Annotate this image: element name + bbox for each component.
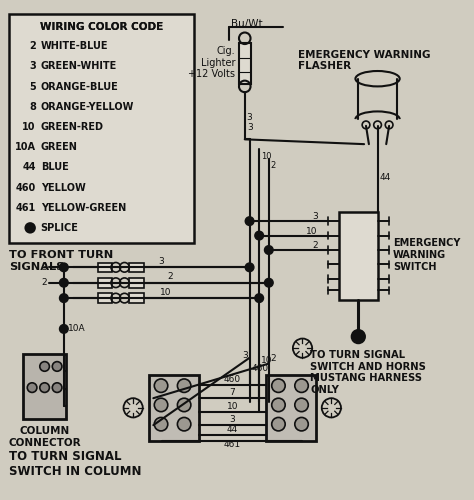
Text: WIRING COLOR CODE: WIRING COLOR CODE — [40, 22, 163, 32]
Text: 3: 3 — [242, 351, 247, 360]
Bar — [129, 294, 144, 303]
Circle shape — [272, 398, 285, 411]
Text: 2: 2 — [271, 162, 276, 170]
Circle shape — [52, 383, 62, 392]
Text: 10A: 10A — [68, 324, 85, 333]
Bar — [98, 294, 112, 303]
Circle shape — [60, 278, 68, 287]
Circle shape — [255, 231, 264, 240]
Text: 10: 10 — [22, 122, 36, 132]
Text: 2: 2 — [312, 242, 318, 250]
Circle shape — [295, 398, 308, 411]
Bar — [339, 212, 378, 300]
Circle shape — [295, 379, 308, 392]
Circle shape — [25, 223, 35, 232]
Text: GREEN-WHITE: GREEN-WHITE — [41, 62, 117, 72]
Text: YELLOW-GREEN: YELLOW-GREEN — [41, 203, 126, 213]
Bar — [239, 43, 251, 84]
Circle shape — [60, 324, 68, 333]
Circle shape — [177, 379, 191, 392]
Bar — [266, 375, 316, 440]
Circle shape — [264, 246, 273, 254]
Bar — [23, 354, 66, 420]
Bar — [98, 278, 112, 287]
Text: TO TURN SIGNAL
SWITCH AND HORNS
MUSTANG HARNESS
ONLY: TO TURN SIGNAL SWITCH AND HORNS MUSTANG … — [310, 350, 426, 395]
Text: 10: 10 — [160, 288, 172, 296]
Text: 10: 10 — [261, 356, 273, 365]
Text: 8: 8 — [29, 102, 36, 112]
Text: 3: 3 — [229, 415, 235, 424]
Text: 10: 10 — [306, 227, 318, 236]
Text: 460: 460 — [252, 364, 269, 372]
Circle shape — [272, 418, 285, 431]
Circle shape — [177, 418, 191, 431]
Circle shape — [177, 398, 191, 411]
Circle shape — [40, 362, 49, 372]
Text: 5: 5 — [29, 82, 36, 92]
Text: GREEN: GREEN — [41, 142, 78, 152]
Text: 44: 44 — [380, 173, 391, 182]
Circle shape — [60, 294, 68, 302]
Text: 2: 2 — [168, 272, 173, 281]
Text: COLUMN
CONNECTOR: COLUMN CONNECTOR — [8, 426, 81, 448]
Circle shape — [264, 278, 273, 287]
Text: Bu/Wt: Bu/Wt — [231, 19, 263, 29]
Text: 3: 3 — [247, 123, 254, 132]
Text: 2: 2 — [29, 41, 36, 51]
Circle shape — [255, 294, 264, 302]
Text: YELLOW: YELLOW — [41, 182, 85, 192]
Text: 461: 461 — [16, 203, 36, 213]
Text: 460: 460 — [16, 182, 36, 192]
Bar — [148, 375, 199, 440]
Circle shape — [40, 383, 49, 392]
Text: 2: 2 — [271, 354, 276, 363]
Bar — [129, 278, 144, 287]
Text: EMERGENCY
WARNING
SWITCH: EMERGENCY WARNING SWITCH — [393, 238, 460, 272]
Text: SPLICE: SPLICE — [41, 223, 79, 233]
Text: 3: 3 — [312, 212, 318, 222]
Text: WIRING COLOR CODE: WIRING COLOR CODE — [40, 22, 163, 32]
Text: TO TURN SIGNAL
SWITCH IN COLUMN: TO TURN SIGNAL SWITCH IN COLUMN — [9, 450, 141, 478]
Text: BLUE: BLUE — [41, 162, 69, 172]
Circle shape — [27, 383, 37, 392]
Text: 461: 461 — [224, 440, 241, 448]
Text: WHITE-BLUE: WHITE-BLUE — [41, 41, 108, 51]
Circle shape — [60, 263, 68, 272]
Circle shape — [245, 217, 254, 226]
Text: 7: 7 — [229, 388, 235, 397]
Text: Cig.
Lighter
+12 Volts: Cig. Lighter +12 Volts — [188, 46, 235, 79]
Bar — [129, 262, 144, 272]
Bar — [9, 14, 194, 243]
Circle shape — [155, 379, 168, 392]
Text: TO FRONT TURN
SIGNALS: TO FRONT TURN SIGNALS — [9, 250, 113, 272]
Text: 44: 44 — [22, 162, 36, 172]
Text: 3: 3 — [29, 62, 36, 72]
Text: GREEN-RED: GREEN-RED — [41, 122, 104, 132]
Text: 460: 460 — [224, 375, 241, 384]
Circle shape — [352, 330, 365, 344]
Text: 10: 10 — [261, 152, 272, 161]
Circle shape — [245, 263, 254, 272]
Circle shape — [52, 362, 62, 372]
Text: 3: 3 — [246, 114, 253, 122]
Text: 10: 10 — [227, 402, 238, 410]
Text: 44: 44 — [227, 425, 238, 434]
Text: 10A: 10A — [15, 142, 36, 152]
Text: ORANGE-BLUE: ORANGE-BLUE — [41, 82, 118, 92]
Text: ORANGE-YELLOW: ORANGE-YELLOW — [41, 102, 134, 112]
Circle shape — [155, 398, 168, 411]
Circle shape — [295, 418, 308, 431]
Text: EMERGENCY WARNING
FLASHER: EMERGENCY WARNING FLASHER — [298, 50, 430, 72]
Text: 3: 3 — [158, 256, 164, 266]
Text: 2: 2 — [42, 278, 47, 287]
Bar — [98, 262, 112, 272]
Circle shape — [155, 418, 168, 431]
Text: 3: 3 — [42, 262, 47, 272]
Circle shape — [272, 379, 285, 392]
